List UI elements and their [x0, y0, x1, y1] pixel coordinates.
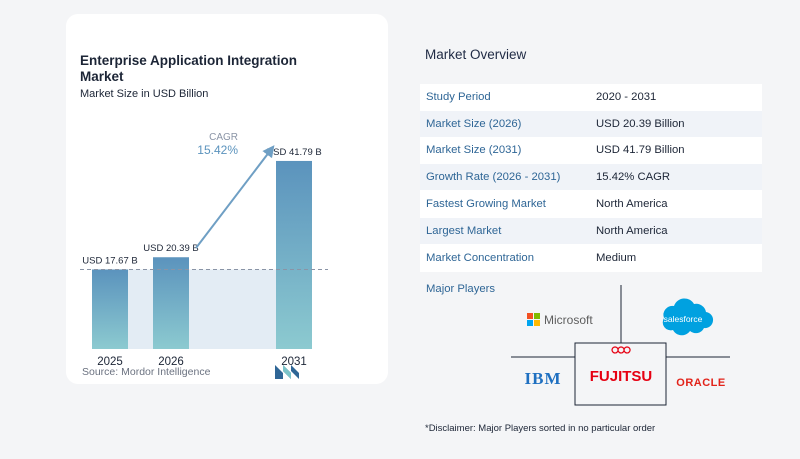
cagr-value: 15.42% — [197, 143, 238, 157]
overview-row: Largest Market North America — [420, 217, 762, 245]
overview-title: Market Overview — [425, 47, 527, 62]
tick-label-2031: 2031 — [281, 356, 307, 368]
row-value: 15.42% CAGR — [596, 171, 671, 184]
data-label-2026: USD 20.39 B — [143, 243, 198, 254]
bar-2026 — [153, 257, 189, 349]
row-label: Growth Rate (2026 - 2031) — [426, 171, 561, 184]
microsoft-logo: Microsoft — [527, 313, 593, 327]
salesforce-logo: salesforce — [662, 298, 714, 336]
chart-card: Enterprise Application Integration Marke… — [66, 14, 388, 384]
players-title: Major Players — [426, 283, 496, 295]
microsoft-logo-text: Microsoft — [544, 313, 593, 327]
fujitsu-logo: FUJITSU — [590, 346, 653, 385]
row-value: North America — [596, 198, 668, 211]
chart-subtitle: Market Size in USD Billion — [80, 88, 209, 100]
data-label-2031: USD 41.79 B — [266, 147, 321, 158]
overview-table: Study Period 2020 - 2031 Market Size (202… — [420, 84, 762, 272]
row-value: USD 20.39 Billion — [596, 117, 685, 130]
overview-row: Study Period 2020 - 2031 — [420, 84, 762, 111]
players-grid: Microsoft salesforce IBM FUJITSU ORACLE — [511, 285, 730, 406]
tick-label-2025: 2025 — [97, 356, 123, 368]
disclaimer: *Disclaimer: Major Players sorted in no … — [425, 423, 656, 434]
cagr-label: CAGR — [209, 132, 238, 143]
source-label: Source: — [82, 366, 119, 378]
bar-chart: USD 17.67 B 2025 USD 20.39 B 2026 USD 41.79 … — [80, 132, 328, 368]
row-value: 2020 - 2031 — [596, 90, 657, 103]
overview-row: Growth Rate (2026 - 2031) 15.42% CAGR — [420, 164, 762, 192]
bar-2025 — [92, 269, 128, 349]
oracle-logo: ORACLE — [676, 377, 725, 389]
data-label-2025: USD 17.67 B — [82, 255, 137, 266]
row-label: Largest Market — [426, 224, 502, 237]
row-value: North America — [596, 224, 668, 237]
row-label: Market Concentration — [426, 251, 534, 264]
overview-row: Market Size (2031) USD 41.79 Billion — [420, 137, 762, 165]
chart-title: Enterprise Application Integration Marke… — [80, 53, 298, 84]
overview-row: Market Size (2026) USD 20.39 Billion — [420, 110, 762, 138]
fujitsu-logo-text: FUJITSU — [590, 368, 653, 385]
ibm-logo: IBM — [525, 369, 562, 388]
source-value: Mordor Intelligence — [121, 366, 211, 378]
source-line: Source: Mordor Intelligence — [82, 366, 210, 378]
row-label: Fastest Growing Market — [426, 198, 546, 211]
growth-band — [128, 269, 276, 349]
salesforce-logo-text: salesforce — [664, 314, 703, 324]
mordor-logo-icon — [275, 365, 299, 379]
row-label: Market Size (2031) — [426, 144, 522, 157]
row-label: Market Size (2026) — [426, 117, 522, 130]
cagr-arrow — [195, 145, 275, 249]
overview-row: Market Concentration Medium — [420, 244, 762, 272]
overview-panel: Market Overview Study Period 2020 - 2031 … — [420, 0, 770, 459]
row-label: Study Period — [426, 90, 491, 103]
tick-label-2026: 2026 — [158, 356, 184, 368]
row-value: Medium — [596, 251, 637, 264]
overview-row: Fastest Growing Market North America — [420, 191, 762, 218]
row-value: USD 41.79 Billion — [596, 144, 685, 157]
bar-2031 — [276, 160, 312, 349]
